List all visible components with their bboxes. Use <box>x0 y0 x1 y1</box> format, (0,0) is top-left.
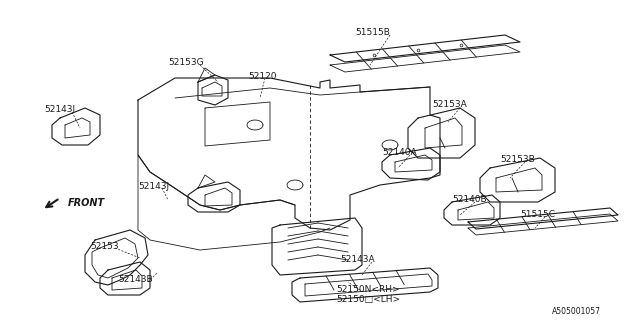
Text: FRONT: FRONT <box>68 198 105 208</box>
Text: 52140A: 52140A <box>382 148 417 157</box>
Text: 52153B: 52153B <box>500 155 535 164</box>
Text: A505001057: A505001057 <box>552 307 601 316</box>
Text: 52143B: 52143B <box>118 275 152 284</box>
Text: 52153: 52153 <box>90 242 118 251</box>
Text: 52143I: 52143I <box>44 105 75 114</box>
Text: 51515C: 51515C <box>520 210 555 219</box>
Text: 51515B: 51515B <box>355 28 390 37</box>
Text: 52143A: 52143A <box>340 255 374 264</box>
Text: 52143J: 52143J <box>138 182 169 191</box>
Text: 52153G: 52153G <box>168 58 204 67</box>
Text: 52150□<LH>: 52150□<LH> <box>336 295 400 304</box>
Text: 52140B: 52140B <box>452 195 486 204</box>
Text: 52120: 52120 <box>248 72 276 81</box>
Text: 52153A: 52153A <box>432 100 467 109</box>
Text: 52150N<RH>: 52150N<RH> <box>336 285 399 294</box>
